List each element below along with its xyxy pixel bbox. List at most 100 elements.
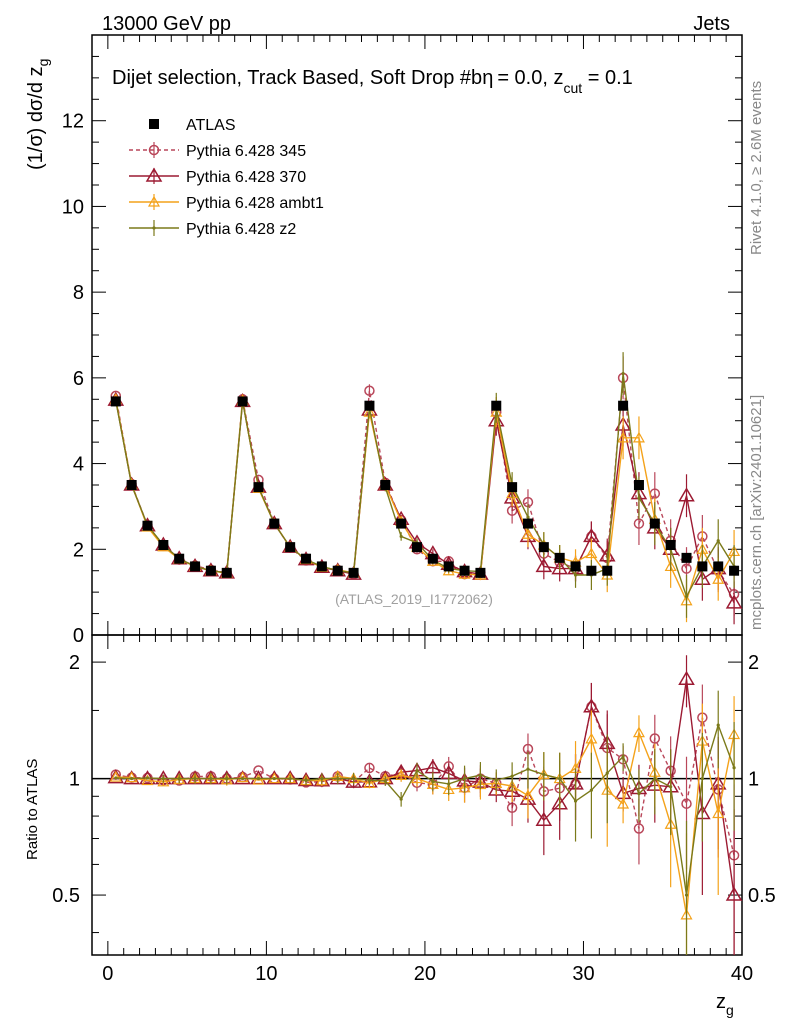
ratio-data-point — [462, 776, 467, 781]
data-point — [602, 565, 613, 576]
data-point — [621, 371, 625, 376]
ratio-y-axis-label: Ratio to ATLAS — [24, 759, 41, 860]
ratio-series-ambt1 — [109, 696, 741, 955]
ratio-data-point — [351, 776, 356, 781]
data-point — [190, 561, 201, 572]
legend-label: Pythia 6.428 z2 — [186, 221, 296, 238]
ratio-data-point — [637, 792, 641, 796]
ratio-series-line — [115, 722, 735, 896]
data-point — [380, 480, 391, 490]
ratio-data-point — [633, 823, 645, 834]
ratio-data-point — [605, 771, 609, 775]
data-point — [617, 431, 630, 443]
ratio-data-point — [558, 776, 562, 781]
data-point — [253, 482, 264, 493]
y-axis-label-main: (1/σ) dσ/d z — [25, 66, 47, 170]
ratio-data-point — [364, 762, 375, 774]
data-point — [632, 431, 645, 443]
data-point — [570, 561, 581, 572]
data-point — [521, 528, 534, 539]
series-line — [115, 373, 735, 599]
x-axis-label: zg — [716, 991, 734, 1018]
data-point — [618, 400, 629, 411]
y-tick-label: 2 — [73, 539, 84, 561]
ratio-data-point — [272, 776, 276, 781]
legend-entry-ambt1: Pythia 6.428 ambt1 — [129, 194, 324, 212]
x-axis-label-sub: g — [726, 1002, 734, 1018]
ratio-tick-label-right: 2 — [748, 652, 759, 674]
y-tick-label: 6 — [73, 368, 84, 390]
data-point — [538, 542, 549, 553]
ratio-data-point — [383, 779, 387, 783]
ratio-tick-label-right: 1 — [748, 769, 759, 791]
ratio-data-point — [399, 797, 403, 801]
ratio-series-line — [115, 679, 735, 896]
ratio-data-point — [521, 789, 534, 801]
ratio-data-point — [589, 788, 593, 792]
ratio-data-point — [336, 776, 340, 781]
legend-label: Pythia 6.428 ambt1 — [186, 195, 324, 212]
data-point — [364, 385, 375, 396]
ratio-data-point — [130, 776, 134, 781]
ratio-data-point — [109, 770, 122, 782]
ratio-data-point — [621, 754, 625, 759]
legend-marker — [148, 144, 160, 156]
ratio-data-point — [669, 785, 673, 789]
ratio-data-point — [681, 798, 692, 809]
ratio-data-point — [415, 768, 419, 773]
data-point — [649, 518, 660, 529]
data-point — [316, 561, 327, 572]
ratio-data-point — [209, 776, 213, 781]
ratio-series-p370 — [107, 655, 743, 955]
side-rivet-label: Rivet 4.1.0, ≥ 2.6M events — [748, 81, 765, 255]
ratio-data-point — [725, 886, 743, 901]
ratio-data-point — [526, 767, 530, 771]
legend-entry-p345: Pythia 6.428 345 — [129, 142, 306, 160]
ratio-data-point — [431, 779, 435, 784]
data-point — [526, 515, 530, 519]
y-tick-label: 0 — [73, 625, 84, 647]
ratio-data-point — [678, 670, 695, 686]
ratio-panel: 0 10 20 30 40 0.5 0.5 1 1 2 2 — [52, 634, 776, 985]
data-point — [681, 563, 692, 574]
ratio-data-point — [157, 775, 170, 787]
data-point — [684, 594, 689, 599]
y-tick-label: 10 — [62, 196, 84, 218]
ratio-series-p345 — [110, 682, 740, 955]
data-point — [459, 565, 470, 576]
ratio-data-point — [141, 774, 154, 786]
ratio-frame — [91, 634, 743, 956]
ratio-data-point — [478, 773, 483, 777]
ratio-data-point — [256, 776, 261, 781]
series-atlas — [110, 396, 740, 578]
x-tick-label: 20 — [414, 963, 436, 985]
data-point — [332, 565, 343, 576]
ratio-data-point — [447, 782, 451, 786]
ratio-data-point — [716, 723, 720, 727]
ratio-data-point — [145, 776, 150, 780]
ratio-series-z2 — [114, 690, 736, 955]
ratio-data-point — [304, 778, 308, 783]
data-point — [443, 561, 454, 572]
ratio-data-point — [114, 776, 118, 780]
data-point — [697, 561, 708, 572]
ratio-data-point — [266, 770, 283, 785]
legend-marker — [152, 226, 156, 230]
data-point — [364, 400, 375, 411]
data-point — [585, 547, 598, 559]
data-point — [158, 540, 169, 550]
y-tick-label: 12 — [62, 111, 84, 133]
ratio-series-line — [115, 730, 735, 915]
ratio-data-point — [700, 776, 704, 781]
series-p345 — [110, 356, 740, 616]
ratio-data-point — [732, 766, 736, 770]
ratio-data-point — [288, 776, 292, 781]
data-point — [681, 552, 692, 563]
ratio-tick-label: 1 — [69, 769, 80, 791]
ratio-data-point — [494, 778, 498, 782]
data-point — [301, 553, 312, 564]
x-axis-label-main: z — [716, 991, 726, 1013]
data-point — [221, 567, 232, 578]
data-point — [348, 567, 359, 578]
data-point — [475, 567, 486, 578]
